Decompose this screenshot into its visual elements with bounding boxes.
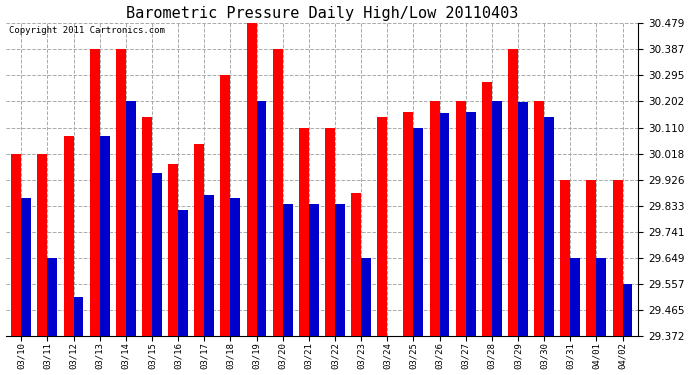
Bar [440, 113, 449, 336]
Bar [430, 102, 440, 336]
Bar [230, 198, 240, 336]
Bar [126, 102, 136, 336]
Bar [309, 204, 319, 336]
Bar [116, 49, 126, 336]
Bar [404, 112, 413, 336]
Text: Copyright 2011 Cartronics.com: Copyright 2011 Cartronics.com [9, 26, 165, 35]
Bar [351, 193, 361, 336]
Bar [195, 144, 204, 336]
Bar [220, 75, 230, 336]
Bar [544, 117, 554, 336]
Bar [257, 102, 266, 336]
Bar [48, 258, 57, 336]
Bar [413, 128, 424, 336]
Bar [63, 136, 74, 336]
Bar [152, 173, 162, 336]
Bar [246, 23, 257, 336]
Bar [518, 102, 528, 336]
Bar [90, 49, 99, 336]
Bar [335, 204, 345, 336]
Bar [204, 195, 214, 336]
Bar [466, 112, 475, 336]
Bar [622, 284, 633, 336]
Bar [178, 210, 188, 336]
Bar [560, 180, 570, 336]
Title: Barometric Pressure Daily High/Low 20110403: Barometric Pressure Daily High/Low 20110… [126, 6, 518, 21]
Bar [482, 82, 492, 336]
Bar [11, 153, 21, 336]
Bar [74, 297, 83, 336]
Bar [299, 128, 309, 336]
Bar [168, 164, 178, 336]
Bar [508, 49, 518, 336]
Bar [273, 49, 283, 336]
Bar [570, 258, 580, 336]
Bar [534, 102, 544, 336]
Bar [613, 180, 622, 336]
Bar [37, 153, 48, 336]
Bar [325, 128, 335, 336]
Bar [99, 136, 110, 336]
Bar [586, 180, 596, 336]
Bar [492, 102, 502, 336]
Bar [455, 102, 466, 336]
Bar [21, 198, 31, 336]
Bar [283, 204, 293, 336]
Bar [377, 117, 387, 336]
Bar [142, 117, 152, 336]
Bar [361, 258, 371, 336]
Bar [596, 258, 607, 336]
